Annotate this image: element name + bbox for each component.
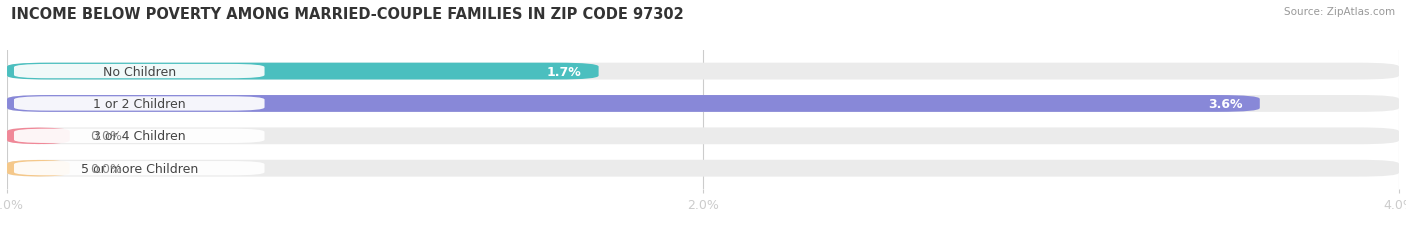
FancyBboxPatch shape <box>14 65 264 79</box>
Text: 3.6%: 3.6% <box>1208 97 1243 110</box>
Text: Source: ZipAtlas.com: Source: ZipAtlas.com <box>1284 7 1395 17</box>
FancyBboxPatch shape <box>14 97 264 111</box>
FancyBboxPatch shape <box>7 96 1260 112</box>
Text: INCOME BELOW POVERTY AMONG MARRIED-COUPLE FAMILIES IN ZIP CODE 97302: INCOME BELOW POVERTY AMONG MARRIED-COUPL… <box>11 7 683 22</box>
Text: 5 or more Children: 5 or more Children <box>80 162 198 175</box>
FancyBboxPatch shape <box>7 96 1399 112</box>
FancyBboxPatch shape <box>7 128 70 145</box>
Text: 1 or 2 Children: 1 or 2 Children <box>93 97 186 110</box>
FancyBboxPatch shape <box>7 160 70 177</box>
FancyBboxPatch shape <box>7 63 599 80</box>
FancyBboxPatch shape <box>7 128 1399 145</box>
FancyBboxPatch shape <box>7 63 1399 80</box>
Text: 0.0%: 0.0% <box>90 162 122 175</box>
Text: No Children: No Children <box>103 65 176 78</box>
FancyBboxPatch shape <box>14 129 264 143</box>
Text: 3 or 4 Children: 3 or 4 Children <box>93 130 186 143</box>
FancyBboxPatch shape <box>14 161 264 176</box>
Text: 1.7%: 1.7% <box>547 65 581 78</box>
Text: 0.0%: 0.0% <box>90 130 122 143</box>
FancyBboxPatch shape <box>7 160 1399 177</box>
